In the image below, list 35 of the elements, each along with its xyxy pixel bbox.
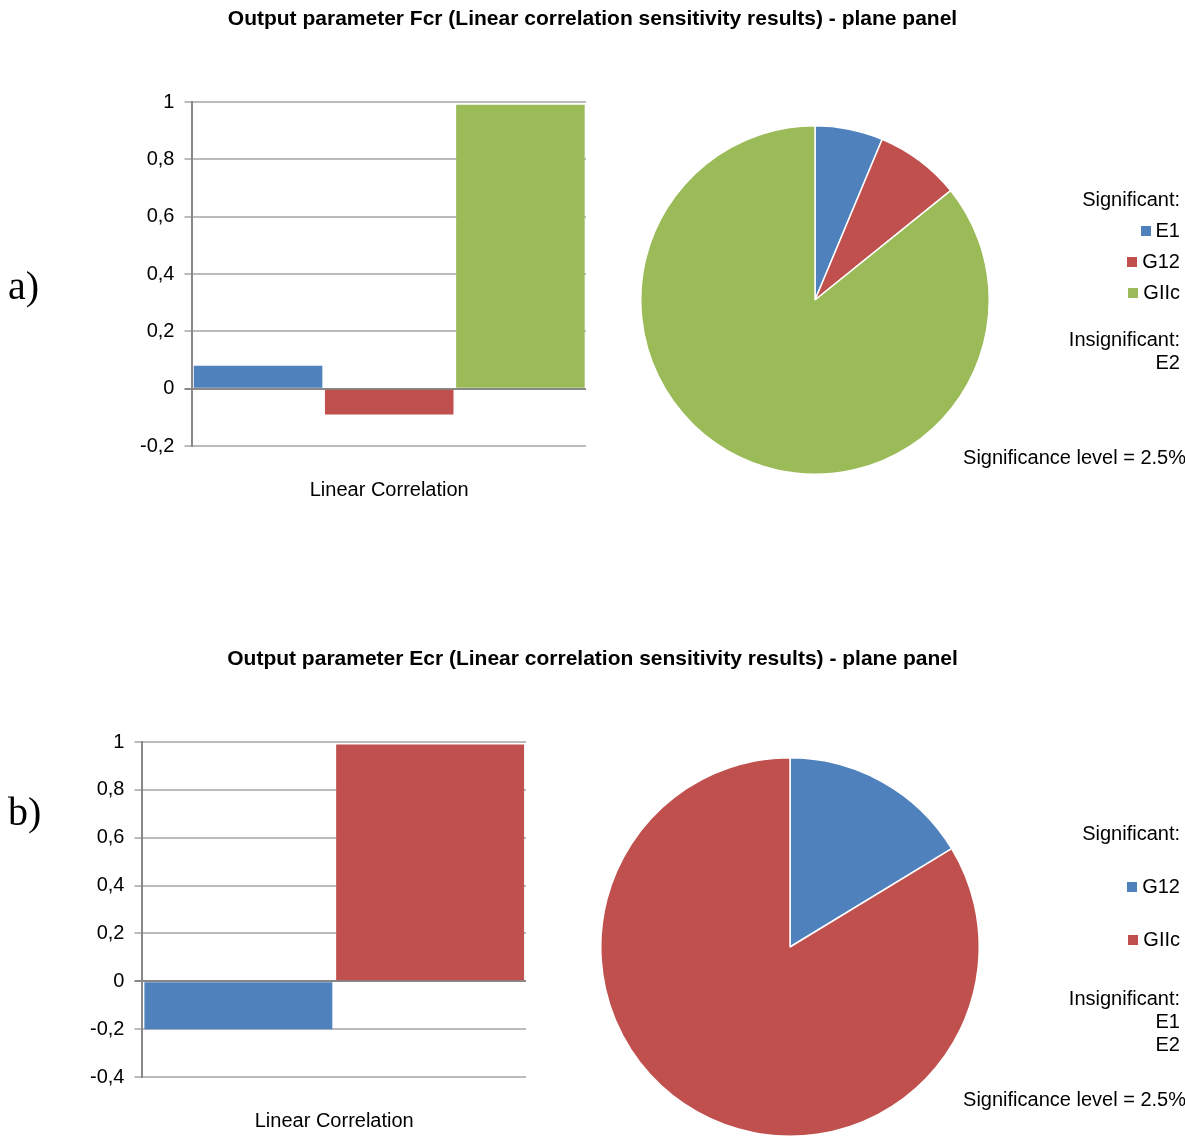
legend-label: G12 — [1142, 875, 1180, 898]
x-axis-title: Linear Correlation — [254, 1108, 414, 1131]
chart-title: Output parameter Fcr (Linear correlation sensitivity results) - plane panel — [226, 6, 959, 30]
legend-title: Significant: — [1081, 188, 1180, 211]
text: Insignificant: E2 — [1067, 328, 1180, 374]
bar — [193, 365, 323, 388]
y-tick-label: 1 — [163, 89, 175, 112]
y-tick-label: 0 — [163, 376, 175, 399]
x-axis-title: Linear Correlation — [309, 477, 469, 500]
legend-title: Significant: — [1081, 822, 1180, 845]
text: Insignificant: E1 E2 — [1067, 987, 1180, 1056]
y-tick-label: 1 — [113, 729, 125, 752]
y-tick-label: -0,2 — [139, 433, 175, 456]
y-tick-label: 0,8 — [96, 777, 125, 800]
legend-label: GIIc — [1143, 281, 1180, 304]
legend-label: G12 — [1142, 250, 1180, 273]
text: Significance level = 2.5% — [962, 1088, 1185, 1111]
text: Significance level = 2.5% — [962, 446, 1185, 469]
y-tick-label: 0 — [113, 968, 125, 991]
legend-label: E1 — [1155, 219, 1180, 242]
text: b) — [8, 788, 42, 835]
y-tick-label: 0,8 — [146, 146, 175, 169]
y-tick-label: 0,4 — [96, 873, 125, 896]
bar — [456, 104, 585, 388]
y-tick-label: -0,4 — [89, 1064, 125, 1087]
bar — [324, 389, 454, 415]
y-tick-label: 0,2 — [96, 920, 125, 943]
y-tick-label: 0,2 — [146, 318, 175, 341]
y-tick-label: 0,6 — [96, 825, 125, 848]
y-tick-label: 0,6 — [146, 204, 175, 227]
legend-label: GIIc — [1143, 928, 1180, 951]
y-tick-label: 0,4 — [146, 261, 175, 284]
y-tick-label: -0,2 — [89, 1016, 125, 1039]
text: Output parameter Ecr (Linear correlation sensitivity results) - plane panel — [226, 646, 959, 670]
text: a) — [8, 262, 40, 309]
